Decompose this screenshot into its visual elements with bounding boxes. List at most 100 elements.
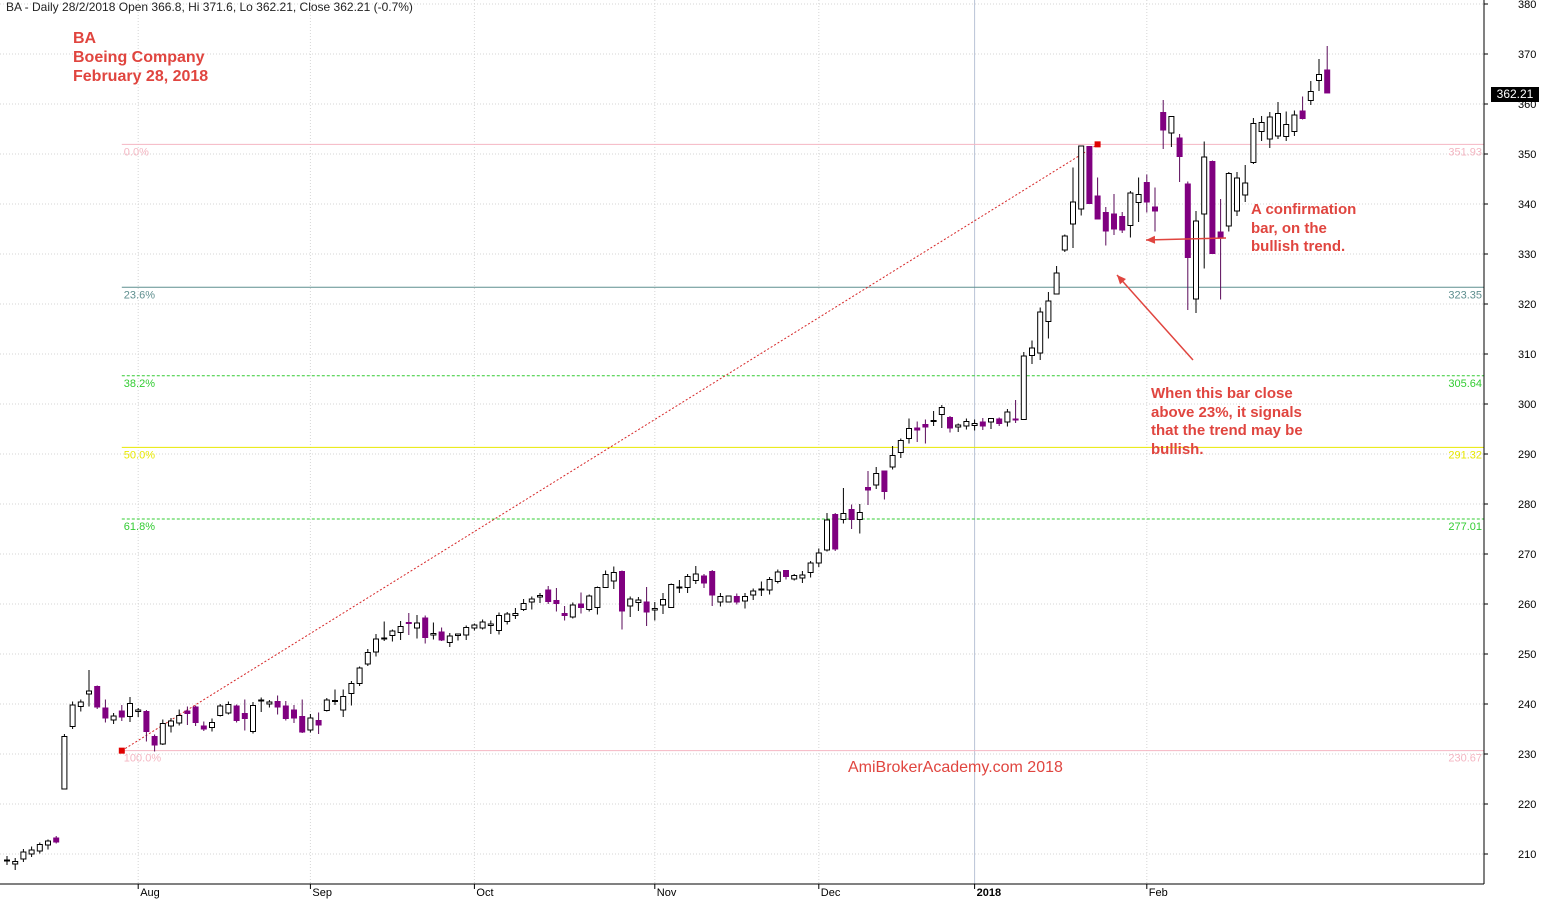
candle-body	[791, 575, 798, 580]
confirmation-arrow	[1145, 237, 1227, 241]
candle-body	[651, 608, 658, 611]
candle-body	[1070, 201, 1076, 225]
candle-body	[397, 626, 404, 633]
fib-level-label: 0.0%	[124, 146, 149, 158]
candle-body	[733, 596, 740, 603]
fib-level-label: 38.2%	[124, 378, 155, 390]
candle-body	[783, 570, 789, 577]
candle-body	[282, 705, 289, 719]
confirmation-line-3: bullish trend.	[1251, 238, 1346, 255]
candle-body	[430, 633, 437, 636]
annotation-arrows	[1116, 235, 1227, 361]
candle-body	[668, 584, 675, 608]
candle-body	[77, 701, 84, 707]
candle-body	[422, 617, 429, 638]
candle-body	[496, 615, 502, 631]
candle-body	[438, 631, 445, 641]
x-tick-label: Aug	[140, 887, 160, 899]
y-tick-label: 280	[1518, 499, 1536, 511]
candle-body	[1283, 124, 1290, 137]
candle-body	[537, 595, 543, 598]
candle-body	[1250, 123, 1257, 163]
candle-body	[897, 440, 904, 453]
candle-body	[209, 722, 215, 728]
company-date: February 28, 2018	[73, 68, 209, 85]
candle-body	[12, 861, 19, 865]
candle-body	[200, 725, 207, 730]
candle-body	[258, 699, 265, 702]
candle-body	[1324, 69, 1331, 94]
candle-body	[1012, 418, 1019, 421]
candle-body	[619, 571, 625, 612]
fib-level-label: 61.8%	[124, 521, 155, 533]
candle-body	[520, 603, 527, 610]
y-tick-label: 310	[1518, 349, 1536, 361]
candle-body	[1086, 146, 1093, 204]
candle-body	[660, 599, 666, 606]
candle-body	[118, 710, 125, 718]
candle-body	[291, 709, 297, 719]
candles	[4, 46, 1331, 870]
candle-body	[373, 638, 379, 653]
candle-body	[414, 622, 420, 629]
fib-value-label: 291.32	[1448, 449, 1482, 461]
candle-body	[643, 601, 650, 613]
candle-body	[1307, 91, 1314, 101]
candle-body	[1053, 272, 1060, 295]
candle-body	[1193, 220, 1199, 300]
x-tick-label: Feb	[1149, 887, 1168, 899]
candle-body	[512, 613, 519, 616]
y-tick-label: 230	[1518, 749, 1536, 761]
close-note-line-2: above 23%, it signals	[1151, 403, 1302, 421]
candle-body	[168, 720, 174, 727]
candle-body	[1143, 182, 1150, 203]
y-tick-label: 320	[1518, 299, 1536, 311]
y-tick-label: 380	[1518, 0, 1536, 11]
candle-body	[389, 630, 396, 636]
candle-body	[315, 720, 322, 726]
candle-body	[955, 424, 962, 428]
candle-body	[1029, 347, 1035, 356]
candle-body	[553, 600, 560, 604]
candle-body	[94, 686, 101, 708]
candle-body	[578, 603, 584, 608]
company-name: Boeing Company	[73, 49, 205, 66]
confirmation-annotation: A confirmation bar, on the bullish trend…	[1251, 201, 1356, 257]
fib-value-label: 351.93	[1448, 146, 1482, 158]
candle-body	[914, 427, 921, 431]
fibonacci-levels: 0.0% 351.93 23.6% 323.35 38.2% 305.64 50.0% 291…	[121, 143, 1484, 765]
candle-body	[865, 487, 871, 491]
candle-body	[86, 690, 92, 695]
fib-level-label: 23.6%	[124, 289, 155, 301]
candle-body	[151, 736, 158, 746]
candle-body	[750, 590, 757, 596]
candle-body	[1020, 355, 1027, 420]
candle-body	[1004, 411, 1011, 423]
candle-body	[135, 709, 142, 712]
candle-body	[922, 424, 929, 428]
candle-body	[873, 473, 880, 486]
candle-body	[233, 705, 240, 721]
candle-body	[840, 513, 847, 520]
candle-body	[1160, 112, 1167, 131]
candle-body	[602, 574, 609, 588]
candle-body	[159, 723, 166, 745]
candle-body	[1111, 213, 1117, 230]
candle-body	[61, 736, 68, 790]
candle-body	[463, 627, 470, 636]
candle-body	[742, 596, 748, 602]
candle-body	[1176, 137, 1183, 157]
candle-body	[487, 623, 494, 626]
candle-body	[184, 710, 191, 714]
last-price-label: 362.21	[1491, 87, 1539, 102]
candle-body	[340, 696, 347, 711]
candle-body	[53, 837, 60, 843]
candle-body	[701, 575, 707, 584]
candle-body	[405, 622, 412, 624]
x-tick-label: Dec	[821, 887, 841, 899]
candle-body	[717, 596, 724, 603]
candle-body	[1094, 195, 1101, 220]
candle-body	[192, 706, 199, 723]
candle-body	[504, 613, 511, 622]
candle-body	[225, 704, 232, 714]
